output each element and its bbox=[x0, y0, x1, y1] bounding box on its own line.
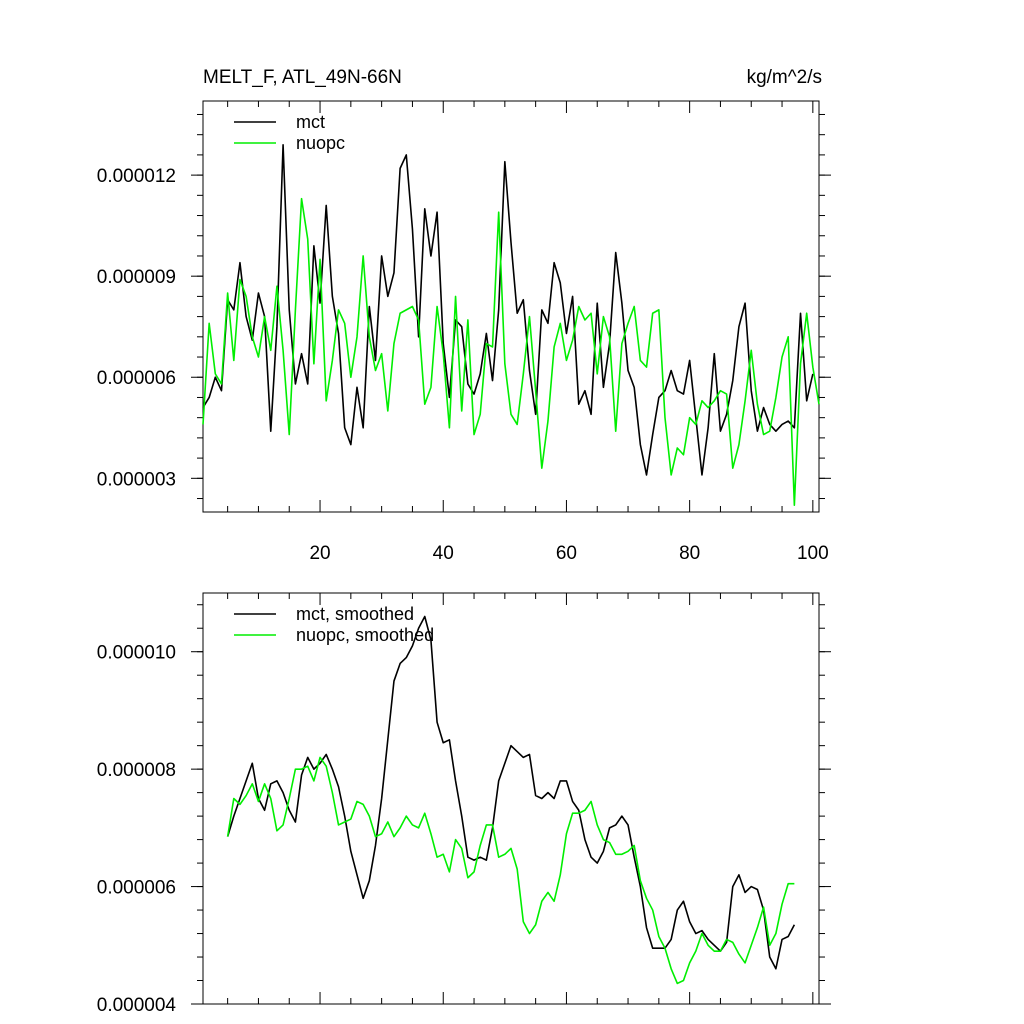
legend-label: nuopc, smoothed bbox=[296, 625, 434, 645]
plot-frame bbox=[202, 592, 820, 1005]
x-tick-label: 40 bbox=[433, 543, 454, 564]
units-label: kg/m^2/s bbox=[747, 67, 822, 88]
x-tick-label: 80 bbox=[679, 543, 700, 564]
bottom-chart-panel: 0.000004 0.000006 0.000008 0.000010 mct, sm… bbox=[97, 592, 831, 1016]
chart-title: MELT_F, ATL_49N-66N bbox=[203, 67, 402, 88]
legend-label: nuopc bbox=[296, 133, 345, 153]
y-tick-label: 0.000006 bbox=[97, 368, 176, 389]
plot-frame bbox=[202, 100, 820, 513]
series-layer bbox=[202, 144, 820, 507]
top-chart-panel: MELT_F, ATL_49N-66N kg/m^2/s 20 40 60 80 100… bbox=[97, 67, 831, 564]
y-tick-label: 0.000004 bbox=[97, 995, 177, 1016]
y-tick-label: 0.000008 bbox=[97, 760, 176, 781]
legend-label: mct bbox=[296, 112, 325, 132]
y-tick-label: 0.000003 bbox=[97, 469, 176, 490]
x-tick-label: 60 bbox=[556, 543, 577, 564]
legend-label: mct, smoothed bbox=[296, 604, 414, 624]
series-layer bbox=[226, 615, 796, 985]
y-tick-label: 0.000010 bbox=[97, 643, 176, 664]
y-tick-label: 0.000012 bbox=[97, 166, 176, 187]
series-line-mct bbox=[226, 615, 796, 970]
series-line-mct bbox=[202, 144, 814, 476]
x-tick-label: 20 bbox=[309, 543, 330, 564]
axis-ticks: 0.000004 0.000006 0.000008 0.000010 bbox=[97, 593, 831, 1016]
series-line-nuopc bbox=[226, 756, 795, 985]
y-tick-label: 0.000009 bbox=[97, 267, 176, 288]
series-line-nuopc bbox=[202, 197, 820, 507]
y-tick-label: 0.000006 bbox=[97, 878, 176, 899]
axis-ticks: 20 40 60 80 100 0.000003 0.000006 0.000009 0.000… bbox=[97, 101, 831, 564]
x-tick-label: 100 bbox=[797, 543, 829, 564]
